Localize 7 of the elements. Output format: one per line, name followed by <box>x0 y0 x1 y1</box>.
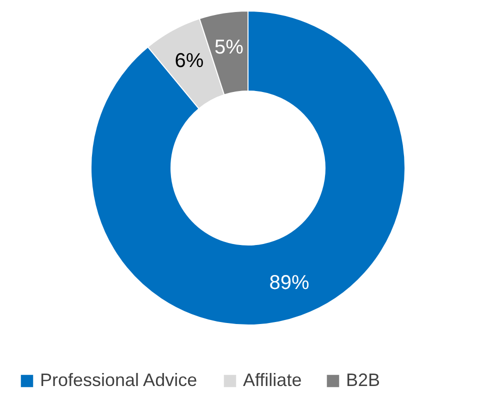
legend-label: B2B <box>346 370 380 390</box>
data-label: 6% <box>174 50 204 72</box>
data-label: 89% <box>269 272 310 294</box>
legend-label: Professional Advice <box>40 370 198 390</box>
data-label: 5% <box>214 36 244 58</box>
legend-label: Affiliate <box>243 370 302 390</box>
donut-slice <box>90 10 406 326</box>
